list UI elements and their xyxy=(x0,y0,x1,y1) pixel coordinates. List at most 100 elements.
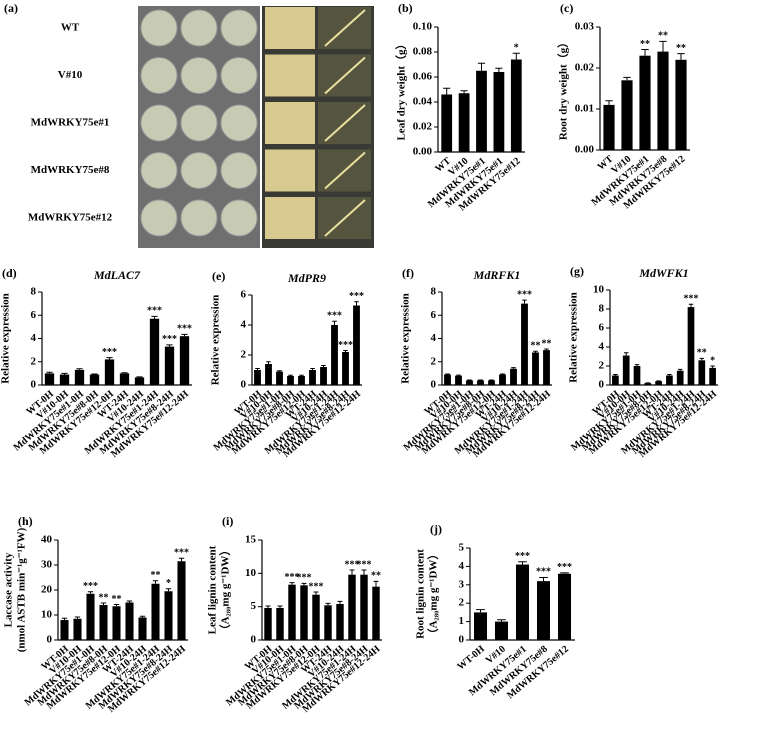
significance: ** xyxy=(151,570,161,581)
y-tick-label: 6 xyxy=(241,289,247,301)
bar xyxy=(612,375,619,385)
error-bar xyxy=(325,602,331,606)
bar xyxy=(264,608,272,640)
y-tick-label: 8 xyxy=(431,286,437,298)
error-bar xyxy=(667,374,672,376)
bar xyxy=(276,371,283,385)
bar xyxy=(164,591,173,640)
bar xyxy=(477,380,484,385)
significance: *** xyxy=(557,562,572,573)
significance: *** xyxy=(536,567,551,578)
bar xyxy=(698,360,706,385)
bar xyxy=(510,59,522,152)
plate xyxy=(140,9,178,47)
bar xyxy=(138,617,147,640)
bar xyxy=(536,581,551,640)
bar xyxy=(458,93,470,152)
bar xyxy=(657,51,669,150)
significance: *** xyxy=(309,581,324,592)
significance: *** xyxy=(515,551,530,562)
significance: ** xyxy=(676,43,686,54)
y-tick-label: 6 xyxy=(431,309,437,321)
bar xyxy=(666,375,673,385)
plate xyxy=(140,199,178,237)
y-tick-label: 0 xyxy=(251,634,257,646)
root-photo xyxy=(265,197,315,239)
row-label: MdWRKY75e#8 xyxy=(31,164,110,176)
bar xyxy=(44,373,55,385)
error-bar xyxy=(181,333,188,337)
error-bar xyxy=(623,76,631,81)
error-bar xyxy=(87,591,94,594)
bar xyxy=(532,352,539,385)
bar xyxy=(687,307,695,385)
bar xyxy=(499,374,506,385)
bar xyxy=(342,352,349,385)
y-axis-label: Laccase activity xyxy=(3,552,15,627)
significance: ** xyxy=(371,571,381,582)
y-axis-label: Relative expression xyxy=(0,293,12,384)
y-tick-label: 4 xyxy=(241,319,247,331)
y-tick-label: 4 xyxy=(599,341,605,353)
bar xyxy=(287,376,294,385)
plate xyxy=(220,57,258,94)
y-tick-label: 4 xyxy=(431,332,437,344)
bar xyxy=(455,375,462,385)
error-bar xyxy=(677,368,683,371)
error-bar xyxy=(623,352,629,356)
y-tick-label: 10 xyxy=(41,609,53,621)
y-tick-label: 0.06 xyxy=(413,71,433,83)
bar xyxy=(99,605,108,640)
significance: * xyxy=(166,578,171,589)
error-bar xyxy=(460,90,468,94)
bar xyxy=(521,303,528,385)
root xyxy=(324,151,366,190)
error-bar xyxy=(497,619,506,622)
error-bar xyxy=(512,52,520,60)
y-tick-label: 0 xyxy=(241,379,247,391)
significance: *** xyxy=(174,548,189,559)
y-tick-label: 5 xyxy=(251,600,257,612)
chart-title: MdWFK1 xyxy=(638,266,688,280)
bar xyxy=(476,70,487,152)
y-tick-label: 2 xyxy=(431,355,437,367)
y-tick-label: 1 xyxy=(459,615,465,627)
error-bar xyxy=(288,374,293,376)
bar xyxy=(644,383,652,385)
bar xyxy=(336,604,344,640)
significance: ** xyxy=(99,592,109,603)
bar xyxy=(309,370,316,385)
bar xyxy=(633,366,641,385)
error-bar xyxy=(349,569,355,575)
y-axis-label: Root lignin content xyxy=(415,549,427,639)
error-bar xyxy=(113,604,120,607)
error-bar xyxy=(136,376,143,378)
error-bar xyxy=(539,576,548,582)
error-bar xyxy=(106,357,113,360)
error-bar xyxy=(699,357,705,361)
plate xyxy=(180,152,218,189)
y-tick-label: 0 xyxy=(47,634,53,646)
error-bar xyxy=(139,615,146,618)
error-bar xyxy=(613,374,618,376)
error-bar xyxy=(61,617,68,620)
error-bar xyxy=(337,600,343,604)
error-bar xyxy=(277,605,283,608)
y-axis-label: Leaf dry weight（g） xyxy=(395,38,408,140)
error-bar xyxy=(265,605,271,608)
y-axis-label: Relative expression xyxy=(568,292,580,383)
error-bar xyxy=(91,373,98,375)
bar xyxy=(493,72,505,152)
plate xyxy=(180,104,218,142)
panel-label: (f) xyxy=(402,266,414,280)
error-bar xyxy=(605,100,613,105)
plate xyxy=(220,104,258,142)
bar xyxy=(510,368,517,385)
root-photo xyxy=(265,54,315,97)
bar xyxy=(60,620,69,640)
y-tick-label: 0 xyxy=(431,379,437,391)
bar xyxy=(621,80,633,150)
error-bar xyxy=(301,582,307,586)
bar xyxy=(676,370,684,385)
y-tick-label: 0 xyxy=(459,634,465,646)
